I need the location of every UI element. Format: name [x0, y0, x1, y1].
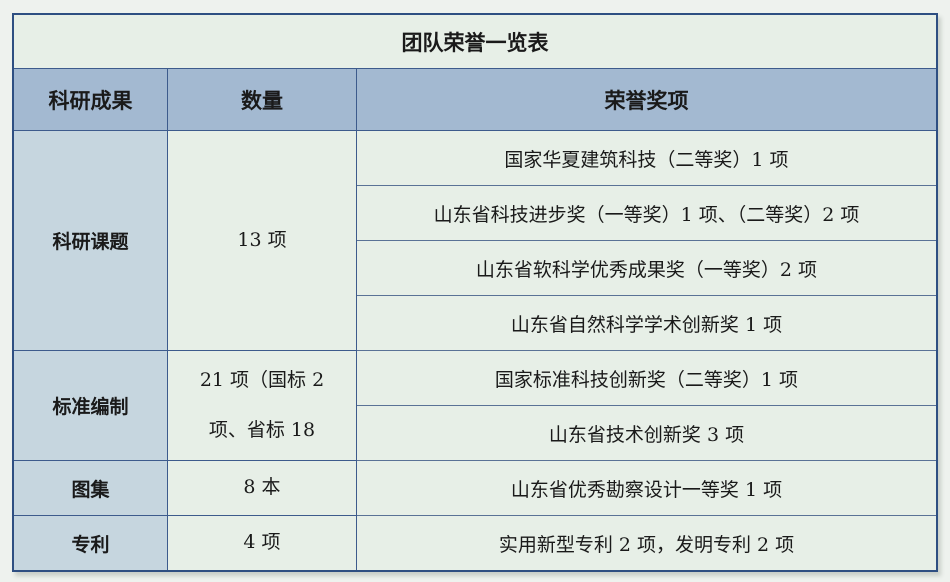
table-row: 标准编制 21 项（国标 2 项、省标 18 国家标准科技创新奖（二等奖）1 项 [12, 350, 938, 461]
honor-cell: 山东省技术创新奖 3 项 [356, 405, 938, 461]
honors-table: 团队荣誉一览表 科研成果 数量 荣誉奖项 科研课题 13 项 国家华夏建筑科技（… [12, 13, 938, 572]
category-cell: 专利 [12, 515, 168, 572]
honor-cell: 山东省软科学优秀成果奖（一等奖）2 项 [356, 240, 938, 296]
quantity-cell: 21 项（国标 2 项、省标 18 [167, 350, 357, 461]
table-row: 山东省软科学优秀成果奖（一等奖）2 项 [13, 240, 938, 296]
honor-cell: 国家华夏建筑科技（二等奖）1 项 [356, 130, 938, 186]
category-cell: 科研课题 [12, 130, 168, 351]
header-quantity: 数量 [167, 68, 357, 131]
quantity-cell: 13 项 [167, 130, 357, 351]
table-row: 山东省科技进步奖（一等奖）1 项、（二等奖）2 项 [13, 185, 938, 241]
quantity-cell: 4 项 [167, 515, 357, 572]
header-category: 科研成果 [12, 68, 168, 131]
table-row: 科研课题 13 项 国家华夏建筑科技（二等奖）1 项 [12, 130, 938, 351]
honor-cell: 山东省优秀勘察设计一等奖 1 项 [356, 460, 938, 516]
quantity-cell: 8 本 [167, 460, 357, 516]
honor-cell: 国家标准科技创新奖（二等奖）1 项 [356, 350, 938, 406]
header-honors: 荣誉奖项 [356, 68, 938, 131]
honor-cell: 山东省自然科学学术创新奖 1 项 [356, 295, 938, 351]
table-title: 团队荣誉一览表 [12, 13, 938, 69]
category-cell: 图集 [12, 460, 168, 516]
honor-cell: 山东省科技进步奖（一等奖）1 项、（二等奖）2 项 [356, 185, 938, 241]
table-row: 山东省技术创新奖 3 项 [13, 405, 938, 461]
category-cell: 标准编制 [12, 350, 168, 461]
table-row: 图集 8 本 山东省优秀勘察设计一等奖 1 项 [12, 460, 938, 516]
honor-cell: 实用新型专利 2 项，发明专利 2 项 [356, 515, 938, 572]
table-row: 专利 4 项 实用新型专利 2 项，发明专利 2 项 [12, 515, 938, 572]
